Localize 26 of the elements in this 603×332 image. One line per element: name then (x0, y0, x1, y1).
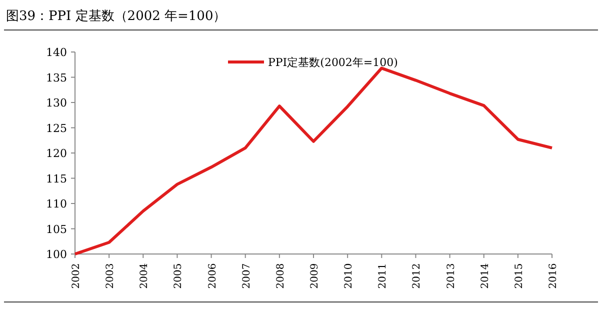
y-tick-label: 125 (46, 122, 67, 135)
x-tick-label: 2011 (378, 263, 389, 289)
y-tick-label: 105 (46, 222, 67, 236)
y-tick-label: 140 (46, 46, 67, 59)
x-tick-label: 2008 (275, 263, 286, 289)
x-tick-label: 2010 (344, 263, 355, 289)
y-tick-label: 130 (46, 96, 67, 110)
y-tick-label: 115 (46, 172, 67, 186)
y-tick-label: 135 (46, 71, 67, 84)
x-tick-label: 2002 (71, 263, 82, 289)
x-tick-label: 2014 (480, 263, 491, 289)
x-tick-label: 2007 (241, 263, 252, 289)
x-tick-label: 2006 (207, 263, 218, 289)
y-tick-label: 120 (46, 147, 67, 160)
x-tick-label: 2013 (446, 263, 457, 289)
x-tick-label: 2005 (173, 263, 184, 289)
x-tick-label: 2003 (105, 263, 116, 289)
chart-title: 图39：PPI 定基数（2002 年=100） (6, 9, 226, 24)
x-tick-label: 2012 (412, 263, 423, 289)
x-tick-label: 2016 (548, 263, 559, 289)
x-tick-label: 2004 (139, 263, 150, 289)
y-tick-label: 110 (46, 198, 67, 210)
x-tick-label: 2015 (514, 263, 525, 289)
x-tick-label: 2009 (310, 263, 320, 289)
legend-label: PPI定基数(2002年=100) (268, 56, 398, 69)
y-tick-label: 100 (46, 248, 67, 261)
